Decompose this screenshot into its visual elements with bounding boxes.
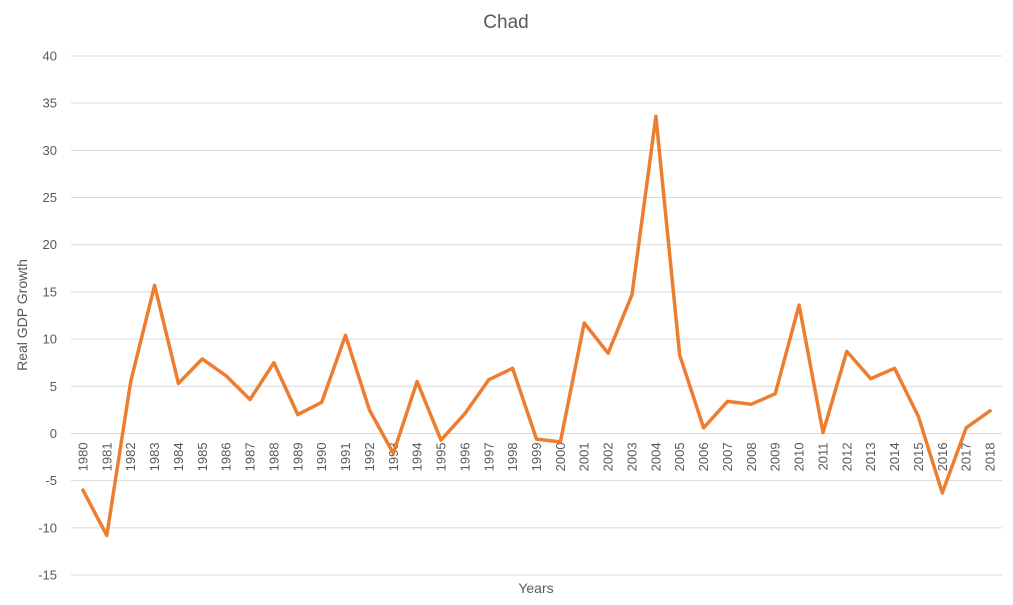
data-point [415, 380, 419, 384]
x-tick-label: 1988 [266, 442, 281, 471]
x-tick-label: 2017 [959, 442, 974, 471]
data-point [964, 426, 968, 430]
x-tick-label: 2000 [553, 442, 568, 471]
chart-title: Chad [483, 12, 528, 33]
y-tick-label: 15 [43, 284, 57, 299]
x-axis-ticks: 1980 1981 1982 1983 1984 1985 1986 1987 1988 1989… [75, 442, 997, 471]
x-tick-label: 1989 [290, 442, 305, 471]
y-axis-ticks: -15 -10 -5 0 5 10 15 20 25 30 35 40 [38, 49, 57, 583]
y-tick-label: 25 [43, 190, 57, 205]
data-point [916, 414, 920, 418]
data-point [463, 412, 467, 416]
y-tick-label: 35 [43, 96, 57, 111]
x-tick-label: 1998 [505, 442, 520, 471]
data-point [558, 440, 562, 444]
series-line [81, 114, 992, 538]
y-tick-label: -10 [38, 520, 57, 535]
x-tick-label: 2014 [887, 442, 902, 471]
y-tick-label: 40 [43, 49, 57, 64]
x-tick-label: 2008 [744, 442, 759, 471]
data-point [272, 361, 276, 365]
x-tick-label: 1994 [410, 442, 425, 471]
x-tick-label: 2018 [983, 442, 998, 471]
series-layer [81, 114, 992, 538]
data-point [797, 303, 801, 307]
x-tick-label: 1982 [123, 442, 138, 471]
data-point [176, 381, 180, 385]
data-point [654, 114, 658, 118]
data-point [893, 366, 897, 370]
x-tick-label: 2009 [768, 442, 783, 471]
x-tick-label: 1995 [434, 442, 449, 471]
y-tick-label: -5 [45, 473, 57, 488]
data-point [344, 333, 348, 337]
x-tick-label: 2001 [577, 442, 592, 471]
x-tick-label: 1986 [219, 442, 234, 471]
x-tick-label: 1985 [195, 442, 210, 471]
data-point [248, 397, 252, 401]
x-tick-label: 2005 [672, 442, 687, 471]
x-tick-label: 2006 [696, 442, 711, 471]
x-tick-label: 1996 [457, 442, 472, 471]
data-point [224, 374, 228, 378]
data-point [105, 533, 109, 537]
x-tick-label: 1983 [147, 442, 162, 471]
data-point [487, 378, 491, 382]
y-tick-label: -15 [38, 568, 57, 583]
data-point [630, 293, 634, 297]
y-tick-label: 0 [50, 426, 57, 441]
x-tick-label: 1980 [75, 442, 90, 471]
x-tick-label: 1997 [481, 442, 496, 471]
x-tick-label: 2016 [935, 442, 950, 471]
data-point [511, 366, 515, 370]
x-tick-label: 2013 [863, 442, 878, 471]
x-tick-label: 2002 [601, 442, 616, 471]
x-tick-label: 2012 [839, 442, 854, 471]
y-tick-label: 30 [43, 143, 57, 158]
x-tick-label: 1981 [99, 442, 114, 471]
x-tick-label: 2015 [911, 442, 926, 471]
data-point [869, 377, 873, 381]
data-point [81, 488, 85, 492]
data-point [391, 451, 395, 455]
data-point [606, 351, 610, 355]
data-point [988, 409, 992, 413]
data-point [320, 400, 324, 404]
data-point [129, 380, 133, 384]
data-point [535, 437, 538, 441]
data-point [296, 413, 300, 417]
x-tick-label: 1991 [338, 442, 353, 471]
x-tick-label: 1984 [171, 442, 186, 471]
x-axis-label: Years [518, 580, 553, 596]
gridlines [71, 55, 1002, 576]
x-tick-label: 1999 [529, 442, 544, 471]
x-tick-label: 1987 [243, 442, 258, 471]
y-tick-label: 10 [43, 332, 57, 347]
data-point [940, 491, 944, 495]
x-tick-label: 2011 [815, 442, 830, 470]
y-tick-label: 20 [43, 237, 57, 252]
x-tick-label: 2007 [720, 442, 735, 471]
data-point [367, 408, 371, 412]
data-point [749, 402, 753, 406]
data-point [153, 283, 157, 287]
data-point [678, 353, 682, 357]
data-point [582, 321, 586, 325]
x-tick-label: 2010 [792, 442, 807, 471]
data-point [773, 392, 777, 396]
y-tick-label: 5 [50, 379, 57, 394]
x-tick-label: 2004 [648, 442, 663, 471]
data-point [200, 357, 204, 361]
data-point [439, 438, 443, 442]
y-axis-label: Real GDP Growth [14, 259, 30, 371]
data-point [845, 349, 849, 353]
x-tick-label: 1990 [314, 442, 329, 471]
data-point [821, 431, 825, 435]
x-tick-label: 1992 [362, 442, 377, 471]
x-tick-label: 2003 [624, 442, 639, 471]
data-point [702, 426, 706, 430]
data-point [725, 399, 729, 403]
